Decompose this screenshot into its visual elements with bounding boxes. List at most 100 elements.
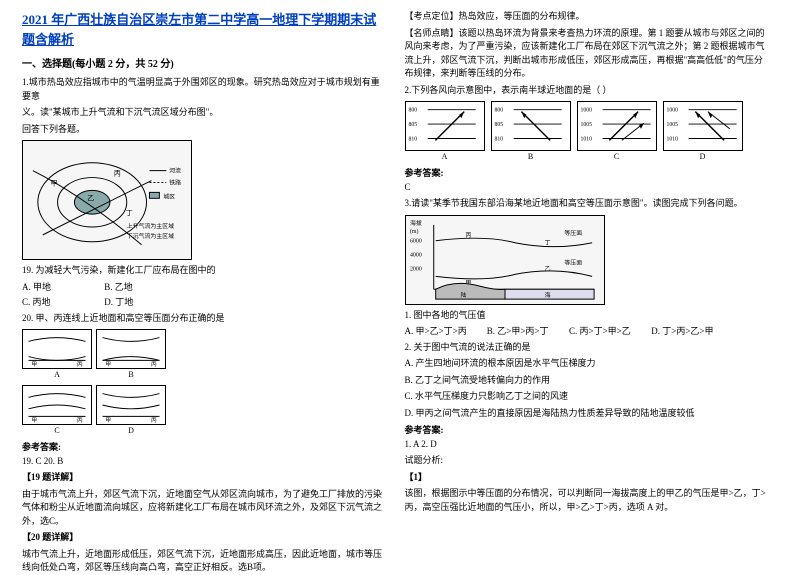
- q20-charts-row1: 甲丙 A 甲丙 B: [22, 329, 389, 381]
- q3-diagram: 海拔(m) 600040002000 丙丁 等压面 甲乙 等压面 陆 海: [405, 215, 605, 305]
- q19-detail-h: 【19 题详解】: [22, 471, 389, 485]
- q3-1-opts: A. 甲>乙>丁>丙 B. 乙>甲>丙>丁 C. 丙>丁>甲>乙 D. 丁>丙>…: [405, 325, 772, 339]
- analysis-line1: 【考点定位】热岛效应，等压面的分布规律。: [405, 10, 772, 24]
- svg-text:下沉气流为主区域: 下沉气流为主区域: [127, 232, 174, 240]
- svg-text:1005: 1005: [666, 122, 678, 128]
- svg-text:丙: 丙: [77, 361, 83, 368]
- svg-text:等压面: 等压面: [564, 229, 582, 237]
- q3-analysis-1-head: 【1】: [405, 471, 772, 485]
- q3-2-b: B. 乙丁之间气流受地转偏向力的作用: [405, 374, 772, 388]
- q19-options: A. 甲地 B. 乙地: [22, 281, 389, 295]
- svg-text:丙: 丙: [151, 417, 157, 424]
- svg-text:2000: 2000: [409, 266, 421, 272]
- q3-1-b: B. 乙>甲>丙>丁: [487, 325, 567, 339]
- svg-text:(m): (m): [409, 228, 418, 235]
- chart-label-a: A: [22, 369, 92, 381]
- svg-text:河流: 河流: [169, 166, 181, 174]
- svg-text:805: 805: [494, 122, 503, 128]
- svg-text:1010: 1010: [580, 136, 592, 142]
- svg-text:丙: 丙: [465, 232, 471, 239]
- q2-wind-charts: 800805810 A 800805810 B 100010051010: [405, 101, 772, 163]
- q19-opt-b: B. 乙地: [104, 281, 184, 295]
- q19-opt-d: D. 丁地: [104, 296, 184, 310]
- q3-2-c: C. 水平气压梯度力只影响乙丁之间的风速: [405, 390, 772, 404]
- left-column: 2021 年广西壮族自治区崇左市第二中学高一地理下学期期末试题含解析 一、选择题…: [14, 10, 397, 551]
- svg-text:乙: 乙: [544, 265, 550, 272]
- section-heading: 一、选择题(每小题 2 分，共 52 分): [22, 57, 389, 72]
- chart-label-b: B: [96, 369, 166, 381]
- right-column: 【考点定位】热岛效应，等压面的分布规律。 【名师点睛】该题以热岛环流为背景来考查…: [397, 10, 780, 551]
- q3-1-d: D. 丁>丙>乙>甲: [651, 325, 731, 339]
- q1-text-1: 1.城市热岛效应指城市中的气温明显高于外围郊区的现象。研究热岛效应对于城市规划有…: [22, 76, 389, 103]
- answer-label-1: 参考答案:: [22, 441, 389, 455]
- svg-text:丁: 丁: [126, 209, 133, 217]
- q20-chart-b: 甲丙: [96, 329, 166, 369]
- q1-text-3: 回答下列各题。: [22, 123, 389, 137]
- svg-text:丙: 丙: [114, 169, 121, 177]
- svg-text:甲: 甲: [51, 179, 58, 187]
- q3-analysis-h: 试题分析:: [405, 454, 772, 468]
- answer-label-2: 参考答案:: [405, 167, 772, 181]
- q20-text: 20. 甲、丙连线上近地面和高空等压面分布正确的是: [22, 312, 389, 326]
- chart-label-c: C: [22, 425, 92, 437]
- answer-3: 1. A 2. D: [405, 438, 772, 452]
- q3-1-a: A. 甲>乙>丁>丙: [405, 325, 485, 339]
- svg-text:乙: 乙: [87, 194, 94, 202]
- doc-title: 2021 年广西壮族自治区崇左市第二中学高一地理下学期期末试题含解析: [22, 10, 389, 49]
- q2-text: 2.下列各风向示意图中，表示南半球近地面的是（ ）: [405, 84, 772, 98]
- q1-diagram: 甲 丙 乙 丁 河流 铁路 城区 上升气流为主区域 下沉气流为主区域: [22, 140, 192, 260]
- svg-text:800: 800: [408, 108, 417, 114]
- svg-text:陆: 陆: [460, 291, 466, 299]
- answer-1920: 19. C 20. B: [22, 455, 389, 469]
- q3-1-text: 1. 图中各地的气压值: [405, 309, 772, 323]
- q3-2-text: 2. 关于图中气流的说法正确的是: [405, 341, 772, 355]
- svg-text:城区: 城区: [163, 193, 175, 200]
- analysis-line2: 【名师点睛】该题以热岛环流为背景来考查热力环流的原理。第 1 题要从城市与郊区之…: [405, 27, 772, 81]
- q3-1-c: C. 丙>丁>甲>乙: [569, 325, 649, 339]
- wind-chart-c: 100010051010: [577, 101, 657, 151]
- wind-chart-a: 800 805 810: [405, 101, 485, 151]
- svg-text:甲: 甲: [31, 361, 37, 368]
- svg-text:丁: 丁: [544, 240, 550, 247]
- answer-2: C: [405, 181, 772, 195]
- q3-analysis-1: 该图，根据图示中等压面的分布情况，可以判断同一海拔高度上的甲乙的气压是甲>乙，丁…: [405, 487, 772, 514]
- q20-chart-d: 甲丙: [96, 385, 166, 425]
- svg-text:甲: 甲: [31, 417, 37, 424]
- q3-2-a: A. 产生四地间环流的根本原因是水平气压梯度力: [405, 357, 772, 371]
- svg-text:上升气流为主区域: 上升气流为主区域: [127, 222, 174, 230]
- svg-text:805: 805: [408, 122, 417, 128]
- q19-opt-a: A. 甲地: [22, 281, 102, 295]
- wind-chart-d: 1000 1005 1010: [663, 101, 743, 151]
- svg-text:海: 海: [544, 291, 550, 299]
- svg-text:1010: 1010: [666, 136, 678, 142]
- q20-chart-a: 甲丙: [22, 329, 92, 369]
- q19-options-2: C. 丙地 D. 丁地: [22, 296, 389, 310]
- svg-text:6000: 6000: [409, 239, 421, 245]
- svg-text:丙: 丙: [151, 361, 157, 368]
- wind-chart-b: 800 805 810: [491, 101, 571, 151]
- q20-detail-h: 【20 题详解】: [22, 531, 389, 545]
- wind-label-a: A: [405, 151, 485, 163]
- svg-text:4000: 4000: [409, 253, 421, 259]
- q19-opt-c: C. 丙地: [22, 296, 102, 310]
- svg-text:甲: 甲: [105, 361, 111, 368]
- svg-text:海拔: 海拔: [409, 219, 421, 227]
- svg-text:甲: 甲: [105, 417, 111, 424]
- svg-text:810: 810: [494, 136, 503, 142]
- q20-charts-row2: 甲丙 C 甲丙 D: [22, 385, 389, 437]
- q20-detail: 城市气流上升，近地面形成低压，郊区气流下沉，近地面形成高压，因此近地面，城市等压…: [22, 548, 389, 575]
- svg-text:铁路: 铁路: [169, 178, 181, 186]
- q19-detail: 由于城市气流上升，郊区气流下沉，近地面空气从郊区流向城市，为了避免工厂排放的污染…: [22, 488, 389, 529]
- svg-text:800: 800: [494, 108, 503, 114]
- svg-text:1000: 1000: [580, 108, 592, 114]
- q3-text: 3.请读"某季节我国东部沿海某地近地面和高空等压面示意图"。读图完成下列各问题。: [405, 197, 772, 211]
- q19-text: 19. 为减轻大气污染，新建化工厂应布局在图中的: [22, 264, 389, 278]
- svg-text:丙: 丙: [77, 417, 83, 424]
- svg-text:810: 810: [408, 136, 417, 142]
- svg-text:1000: 1000: [666, 108, 678, 114]
- wind-label-d: D: [663, 151, 743, 163]
- q3-2-d: D. 甲丙之间气流产生的直接原因是海陆热力性质差异导致的陆地温度较低: [405, 407, 772, 421]
- chart-label-d: D: [96, 425, 166, 437]
- answer-label-3: 参考答案:: [405, 424, 772, 438]
- q1-text-2: 义。读"某城市上升气流和下沉气流区域分布图"。: [22, 106, 389, 120]
